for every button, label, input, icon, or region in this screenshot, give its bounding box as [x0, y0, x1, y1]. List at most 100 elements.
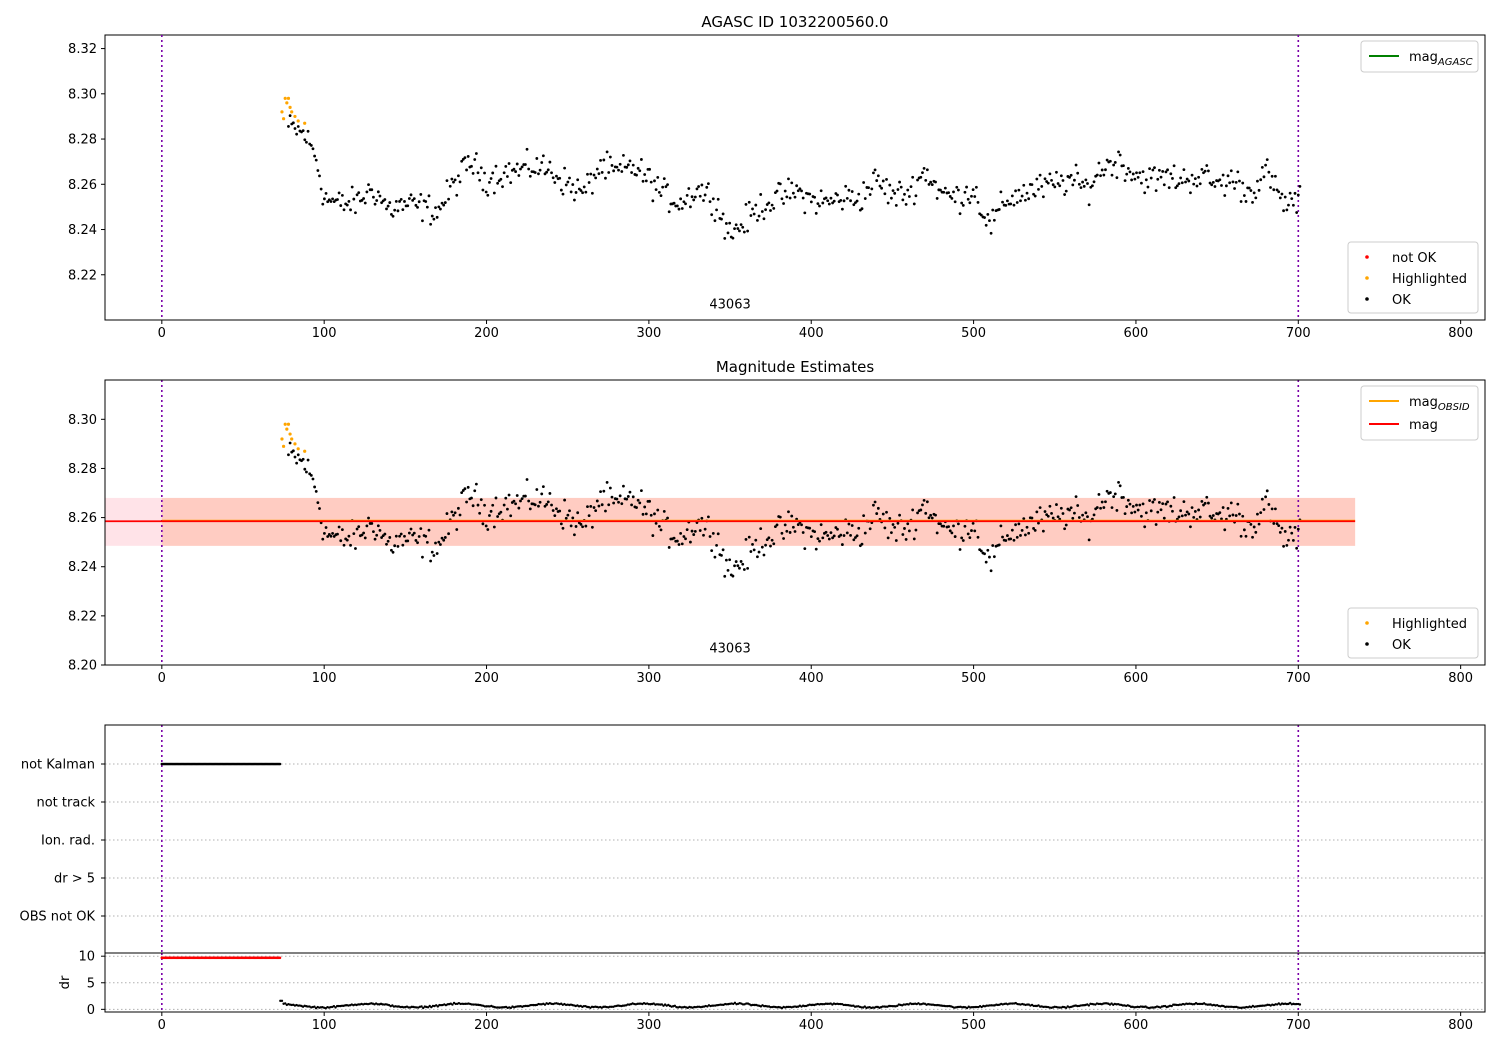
ok-point	[1095, 506, 1099, 509]
dr-ok-point	[1288, 1001, 1292, 1005]
ok-point	[728, 221, 732, 225]
ok-point	[604, 176, 607, 180]
ok-point	[357, 525, 361, 529]
ok-point	[988, 219, 991, 223]
ok-point	[489, 509, 493, 513]
ok-point	[907, 195, 911, 198]
ok-point	[939, 188, 942, 192]
ok-point	[579, 522, 583, 526]
ok-point	[509, 514, 513, 518]
ok-point	[385, 207, 388, 211]
ok-point	[992, 218, 996, 222]
ok-point	[818, 539, 821, 543]
x-tick-label: 700	[1286, 326, 1311, 341]
ok-point	[504, 496, 508, 500]
ok-point	[741, 225, 745, 229]
ok-point	[832, 199, 836, 203]
ok-point	[891, 523, 895, 526]
ok-point	[836, 527, 839, 531]
ok-point	[1097, 161, 1101, 165]
ok-point	[1149, 509, 1153, 513]
ok-point	[311, 477, 315, 481]
ok-point	[1105, 489, 1109, 493]
ok-point	[690, 195, 694, 199]
ok-point	[757, 550, 761, 554]
ok-point	[367, 516, 370, 520]
ok-point	[684, 202, 687, 206]
ok-point	[788, 196, 792, 200]
ok-point	[425, 540, 429, 544]
ok-point	[1278, 530, 1282, 534]
ok-point	[948, 529, 952, 533]
ok-point	[1293, 526, 1297, 529]
ok-point	[1113, 492, 1117, 496]
ok-point	[355, 193, 359, 197]
y-tick-label: 8.24	[68, 560, 97, 575]
ok-point	[1257, 522, 1261, 526]
ok-point	[708, 535, 712, 538]
ok-point	[692, 533, 696, 536]
ok-point	[896, 521, 900, 525]
flag-label: OBS not OK	[20, 910, 96, 925]
ok-point	[625, 497, 629, 501]
ok-point	[653, 512, 656, 516]
ok-point	[809, 535, 813, 539]
ok-point	[540, 161, 544, 164]
ok-point	[414, 539, 418, 542]
ok-point	[345, 538, 349, 542]
ok-point	[429, 559, 433, 563]
ok-point	[782, 202, 785, 205]
ok-point	[930, 516, 934, 520]
ok-point	[744, 202, 748, 206]
ok-point	[504, 164, 508, 168]
ok-point	[393, 544, 397, 548]
ok-point	[1238, 179, 1241, 183]
ok-point	[447, 197, 450, 201]
ok-point	[287, 453, 290, 457]
ok-point	[314, 489, 318, 493]
ok-point	[507, 162, 511, 165]
ok-point	[571, 516, 575, 520]
ok-point	[762, 217, 766, 221]
ok-point	[1231, 513, 1235, 517]
ok-point	[675, 539, 679, 543]
ok-point	[904, 202, 908, 206]
ok-point	[604, 509, 607, 513]
ok-point	[440, 536, 444, 540]
ok-point	[316, 169, 320, 172]
ok-point	[947, 525, 951, 529]
ok-point	[443, 536, 447, 539]
x-tick-label: 600	[1124, 326, 1149, 341]
ok-point	[563, 166, 567, 170]
ok-point	[1197, 508, 1201, 512]
ok-point	[486, 193, 490, 197]
ok-point	[1180, 181, 1184, 185]
ok-point	[770, 538, 774, 542]
ok-point	[927, 516, 931, 520]
ok-point	[306, 129, 310, 133]
ok-point	[519, 499, 522, 503]
ok-point	[499, 177, 503, 181]
ok-point	[780, 531, 784, 535]
ok-point	[878, 184, 882, 188]
x-tick-label: 0	[158, 326, 166, 341]
ok-point	[1166, 168, 1169, 172]
ok-point	[1108, 159, 1112, 163]
ok-point	[855, 199, 859, 203]
ok-point	[1037, 521, 1040, 525]
ok-point	[432, 217, 436, 221]
x-tick-label: 400	[799, 326, 824, 341]
ok-point	[1260, 165, 1264, 169]
ok-point	[373, 202, 377, 206]
ok-point	[661, 185, 665, 189]
ok-point	[512, 167, 516, 171]
ok-point	[1027, 197, 1031, 201]
x-tick-label: 500	[961, 326, 986, 341]
ok-point	[675, 204, 679, 208]
ok-point	[483, 503, 486, 507]
ok-point	[494, 496, 498, 500]
ok-point	[385, 542, 388, 546]
ok-point	[1252, 525, 1256, 529]
highlighted-point	[303, 449, 307, 453]
ok-point	[1274, 507, 1277, 511]
